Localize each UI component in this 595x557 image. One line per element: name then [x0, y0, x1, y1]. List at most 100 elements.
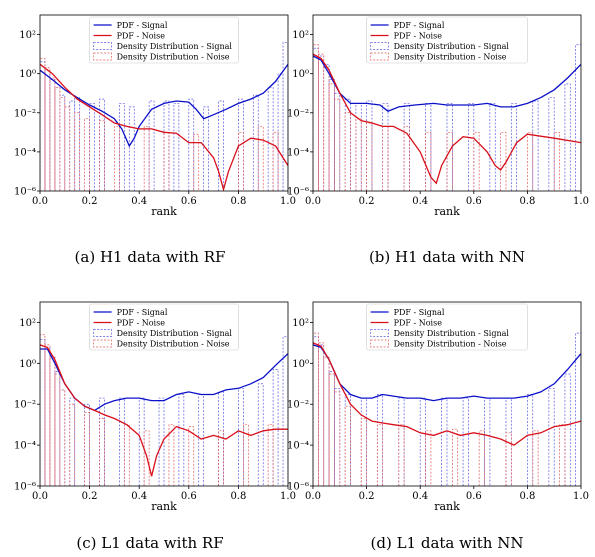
y-tick-label: 10⁻⁶ [287, 482, 309, 493]
x-tick-label: 0.4 [131, 491, 147, 502]
pdf-line-signal [40, 63, 288, 148]
x-tick-label: 0.2 [82, 491, 98, 502]
legend-entry: PDF - Noise [117, 319, 166, 328]
legend-entry: Density Distribution - Noise [394, 53, 507, 62]
pdf-line-noise [40, 63, 288, 191]
legend-swatch [93, 329, 112, 337]
x-tick-label: 0.6 [181, 196, 197, 207]
axes-frame [39, 14, 289, 192]
legend-swatch [93, 339, 112, 348]
legend-entry: PDF - Noise [117, 32, 166, 41]
panel-caption: (a) H1 data with RF [75, 248, 226, 266]
legend-swatch [370, 52, 389, 61]
panel-caption: (d) L1 data with NN [371, 534, 524, 552]
y-tick-label: 10⁻⁴ [14, 147, 36, 158]
legend-entry: PDF - Signal [117, 308, 168, 317]
axes-frame [312, 301, 582, 487]
histogram-signal [313, 332, 581, 486]
legend-entry: Density Distribution - Noise [117, 340, 230, 349]
y-tick-label: 10⁻⁶ [14, 187, 36, 198]
y-tick-label: 10⁻⁴ [14, 441, 36, 452]
axes-frame [312, 14, 582, 192]
y-tick-label: 10² [292, 30, 309, 41]
x-axis-label: rank [434, 500, 460, 513]
y-tick-label: 10⁻² [287, 400, 309, 411]
x-tick-label: 0.2 [359, 196, 375, 207]
legend-swatch [370, 339, 389, 348]
y-tick-label: 10² [19, 318, 36, 329]
y-tick-label: 10⁻⁶ [14, 482, 36, 493]
x-tick-label: 1.0 [573, 196, 589, 207]
legend-entry: PDF - Signal [117, 21, 168, 30]
legend-swatch [93, 42, 112, 50]
plot-area [40, 41, 288, 191]
legend-entry: PDF - Signal [394, 308, 445, 317]
pdf-line-noise [313, 342, 581, 446]
legend-entry: Density Distribution - Signal [394, 329, 510, 338]
legend-swatch [370, 329, 389, 337]
y-tick-label: 10⁰ [292, 359, 309, 370]
histogram-noise [313, 332, 566, 486]
pdf-line-noise [40, 344, 288, 477]
legend-entry: PDF - Noise [394, 32, 443, 41]
histogram-noise [40, 58, 279, 191]
legend-entry: Density Distribution - Signal [117, 42, 233, 51]
x-tick-label: 0.6 [466, 196, 482, 207]
legend-entry: Density Distribution - Signal [394, 42, 510, 51]
legend-box [89, 16, 239, 64]
y-tick-label: 10⁻² [287, 108, 309, 119]
y-tick-label: 10⁰ [19, 69, 36, 80]
y-tick-label: 10² [19, 30, 36, 41]
x-tick-label: 0.8 [230, 491, 246, 502]
legend-box [89, 303, 239, 351]
panel-caption: (c) L1 data with RF [76, 534, 223, 552]
x-tick-label: 1.0 [280, 491, 296, 502]
histogram-signal [313, 44, 581, 191]
pdf-line-signal [313, 344, 581, 402]
pdf-line-noise [313, 53, 581, 185]
x-tick-label: 0.8 [230, 196, 246, 207]
y-tick-label: 10⁻⁶ [287, 187, 309, 198]
x-tick-label: 0.4 [131, 196, 147, 207]
legend-entry: PDF - Noise [394, 319, 443, 328]
x-tick-label: 0.2 [359, 491, 375, 502]
legend-entry: PDF - Signal [394, 21, 445, 30]
legend-entry: Density Distribution - Noise [394, 340, 507, 349]
chart-panel-2: 0.0 0.2 0.4 0.6 0.8 1.0 10⁻⁶ 10⁻⁴ 10⁻² 10⁰ 10² rank… [287, 14, 589, 266]
plot-area [40, 334, 288, 486]
x-axis-label: rank [151, 205, 177, 218]
x-tick-label: 0.4 [412, 196, 428, 207]
legend-entry: Density Distribution - Noise [117, 53, 230, 62]
x-tick-label: 1.0 [573, 491, 589, 502]
x-tick-label: 0.6 [466, 491, 482, 502]
x-tick-label: 0.0 [305, 491, 321, 502]
y-tick-label: 10⁰ [19, 359, 36, 370]
x-tick-label: 0.0 [32, 491, 48, 502]
x-tick-label: 0.0 [305, 196, 321, 207]
x-axis-label: rank [434, 205, 460, 218]
chart-panel-4: 0.0 0.2 0.4 0.6 0.8 1.0 10⁻⁶ 10⁻⁴ 10⁻² 10⁰ 10² rank… [287, 301, 589, 552]
y-tick-label: 10⁻² [14, 108, 36, 119]
x-tick-label: 0.2 [82, 196, 98, 207]
legend-box [366, 303, 528, 351]
axes-frame [39, 301, 289, 487]
panel-caption: (b) H1 data with NN [369, 248, 525, 266]
histogram-noise [313, 44, 560, 191]
x-tick-label: 0.0 [32, 196, 48, 207]
chart-panel-3: 0.0 0.2 0.4 0.6 0.8 1.0 10⁻⁶ 10⁻⁴ 10⁻² 10⁰ 10² rank… [14, 301, 296, 552]
y-tick-label: 10² [292, 318, 309, 329]
x-tick-label: 0.6 [181, 491, 197, 502]
plot-area [313, 332, 581, 486]
pdf-line-signal [313, 55, 581, 112]
y-tick-label: 10⁻² [14, 400, 36, 411]
x-tick-label: 0.4 [412, 491, 428, 502]
x-tick-label: 0.8 [519, 491, 535, 502]
plot-area [313, 44, 581, 191]
x-tick-label: 0.8 [519, 196, 535, 207]
x-tick-label: 1.0 [280, 196, 296, 207]
y-tick-label: 10⁰ [292, 69, 309, 80]
chart-panel-1: 0.0 0.2 0.4 0.6 0.8 1.0 10⁻⁶ 10⁻⁴ 10⁻² 10⁰ 10² rank… [14, 14, 296, 266]
y-tick-label: 10⁻⁴ [287, 147, 309, 158]
histogram-signal [40, 336, 288, 486]
